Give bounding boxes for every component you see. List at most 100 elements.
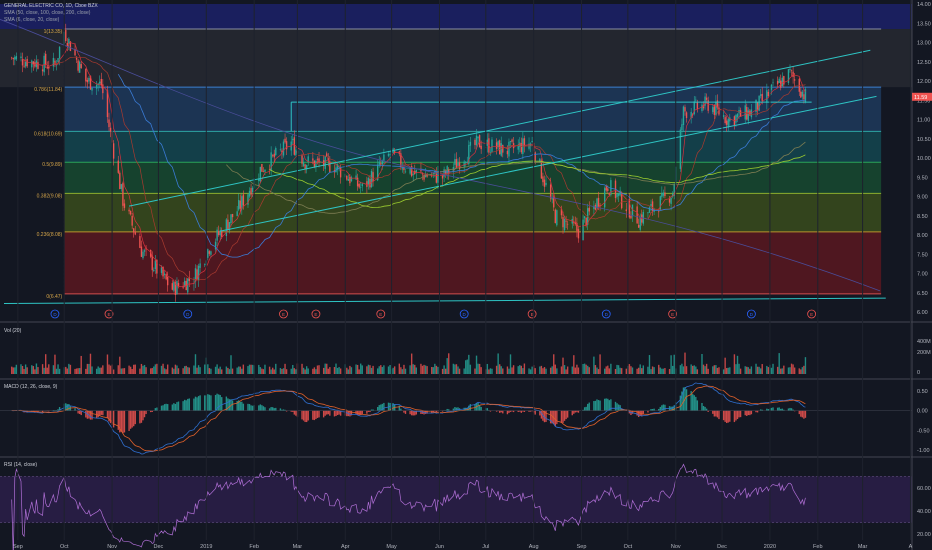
candle-body — [637, 224, 640, 228]
candle-body — [109, 127, 112, 132]
volume-pane[interactable] — [11, 352, 807, 374]
macd-histogram-bar — [236, 400, 238, 411]
volume-bar — [134, 364, 136, 374]
candle-body — [585, 217, 587, 226]
x-tick-label: Dec — [154, 544, 164, 550]
volume-bar — [488, 369, 490, 374]
sma-legend-1[interactable]: SMA (50, close, 100, close, 200, close) — [4, 10, 91, 16]
macd-pane[interactable] — [0, 382, 912, 455]
price-tick-label: 12.00 — [917, 79, 931, 85]
macd-histogram-bar — [315, 410, 317, 420]
macd-histogram-bar — [531, 410, 533, 412]
volume-bar — [88, 363, 90, 374]
macd-histogram-bar — [261, 405, 263, 411]
macd-histogram-bar — [380, 404, 382, 411]
volume-bar — [318, 365, 320, 374]
candle-body — [142, 251, 144, 259]
macd-histogram-bar — [502, 410, 504, 414]
x-tick-label: Feb — [813, 544, 822, 550]
candle-body — [204, 264, 206, 265]
candle-body — [151, 255, 153, 271]
volume-bar — [679, 365, 682, 374]
macd-histogram-bar — [176, 402, 178, 411]
candle-body — [247, 194, 249, 205]
macd-histogram-bar — [778, 407, 780, 411]
macd-histogram-bar — [637, 410, 640, 418]
volume-bar — [48, 364, 50, 374]
volume-bar — [86, 363, 89, 374]
macd-histogram-bar — [173, 403, 175, 411]
macd-histogram-bar — [435, 410, 438, 413]
candle-body — [608, 192, 611, 196]
volume-bar — [793, 367, 796, 374]
macd-histogram-bar — [566, 410, 569, 418]
macd-histogram-bar — [177, 401, 180, 411]
macd-legend[interactable]: MACD (12, 26, close, 9) — [4, 384, 58, 390]
x-tick-label: Mar — [293, 544, 303, 550]
fib-label: 0.236(8.08) — [37, 232, 63, 238]
candle-body — [194, 268, 197, 282]
volume-bar — [89, 353, 92, 374]
price-pane[interactable]: 1(13.35) 0.786(11.84) 0.618(10.69) 0.5(9.89… — [0, 4, 912, 319]
candle-body — [497, 140, 499, 148]
volume-bar — [145, 367, 147, 374]
candle-body — [316, 158, 319, 160]
macd-histogram-bar — [196, 397, 198, 411]
fib-label: 1(13.35) — [44, 29, 63, 35]
macd-histogram-bar — [207, 394, 209, 411]
volume-bar — [225, 366, 228, 374]
candle-body — [78, 61, 81, 73]
volume-bar — [32, 366, 35, 374]
candle-body — [282, 141, 285, 156]
volume-bar — [177, 368, 180, 374]
macd-histogram-bar — [214, 394, 217, 411]
volume-bar — [11, 366, 13, 374]
candle-body — [52, 57, 55, 67]
macd-histogram-bar — [565, 410, 567, 420]
volume-legend[interactable]: Vol (20) — [4, 328, 22, 334]
candle-body — [566, 223, 569, 225]
rsi-pane[interactable] — [0, 463, 912, 550]
volume-bar — [14, 367, 16, 374]
volume-bar — [85, 368, 87, 374]
candle-body — [196, 269, 198, 280]
candle-body — [502, 144, 504, 153]
volume-bar — [647, 366, 649, 374]
candle-body — [712, 107, 714, 113]
macd-histogram-bar — [659, 406, 661, 411]
macd-histogram-bar — [336, 410, 339, 416]
macd-histogram-bar — [346, 410, 348, 417]
candle-body — [140, 246, 143, 257]
volume-tick-label: 0 — [917, 370, 920, 376]
macd-histogram-bar — [188, 398, 191, 411]
volume-bar — [597, 369, 600, 374]
candle-body — [228, 221, 231, 231]
candle-body — [302, 162, 305, 166]
volume-bar — [478, 363, 481, 374]
volume-bar — [608, 368, 611, 374]
symbol-title[interactable]: GENERAL ELECTRIC CO, 1D, Cboe BZX — [4, 3, 98, 9]
volume-bar — [37, 367, 39, 374]
candle-body — [134, 232, 136, 235]
event-label: D — [53, 312, 57, 317]
macd-histogram-bar — [607, 398, 609, 411]
macd-histogram-bar — [661, 405, 663, 411]
sma-legend-2[interactable]: SMA (6, close, 20, close) — [4, 17, 60, 23]
candle-body — [86, 80, 89, 83]
volume-bar — [75, 368, 78, 374]
candle-body — [695, 99, 697, 101]
macd-histogram-bar — [133, 410, 135, 427]
macd-histogram-bar — [54, 410, 56, 411]
candle-body — [469, 141, 472, 146]
candle-body — [383, 154, 385, 161]
candle-body — [301, 155, 303, 164]
rsi-legend[interactable]: RSI (14, close) — [4, 462, 38, 468]
candle-body — [403, 167, 405, 171]
macd-histogram-bar — [123, 410, 126, 433]
candle-body — [563, 219, 566, 231]
volume-bar — [20, 364, 22, 374]
candle-body — [747, 110, 750, 121]
volume-bar — [749, 368, 751, 374]
volume-tick-label: 200M — [917, 350, 931, 356]
